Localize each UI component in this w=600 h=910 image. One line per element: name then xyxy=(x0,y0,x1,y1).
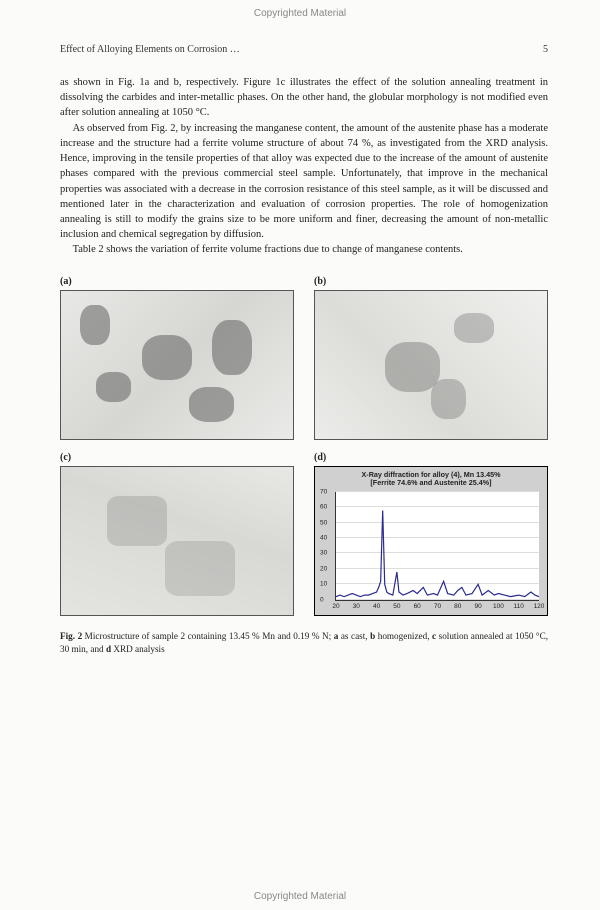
caption-body: Microstructure of sample 2 containing 13… xyxy=(82,631,334,641)
running-header: Effect of Alloying Elements on Corrosion… xyxy=(60,44,548,55)
micrograph-c xyxy=(60,466,294,616)
caption-a-text: as cast, xyxy=(338,631,370,641)
caption-b-text: homogenized, xyxy=(375,631,432,641)
watermark-top: Copyrighted Material xyxy=(0,8,600,19)
figure-2-caption: Fig. 2 Microstructure of sample 2 contai… xyxy=(60,630,548,656)
chart-title-line1: X-Ray diffraction for alloy (4), Mn 13.4… xyxy=(362,470,501,479)
body-text: as shown in Fig. 1a and b, respectively.… xyxy=(60,75,548,258)
figure-2d-label: (d) xyxy=(314,452,548,463)
xrd-chart-plot: 0102030405060702030405060708090100110120 xyxy=(335,492,539,601)
page-number: 5 xyxy=(543,44,548,55)
caption-lead: Fig. 2 xyxy=(60,631,82,641)
figure-2c-label: (c) xyxy=(60,452,294,463)
figure-2a-label: (a) xyxy=(60,276,294,287)
micrograph-a xyxy=(60,290,294,440)
xrd-chart-title: X-Ray diffraction for alloy (4), Mn 13.4… xyxy=(315,467,547,490)
caption-d-text: XRD analysis xyxy=(111,644,165,654)
figure-2b-label: (b) xyxy=(314,276,548,287)
page-content: Effect of Alloying Elements on Corrosion… xyxy=(0,0,600,695)
xrd-chart: X-Ray diffraction for alloy (4), Mn 13.4… xyxy=(314,466,548,616)
watermark-bottom: Copyrighted Material xyxy=(0,891,600,902)
running-title: Effect of Alloying Elements on Corrosion… xyxy=(60,44,240,55)
paragraph-1: as shown in Fig. 1a and b, respectively.… xyxy=(60,75,548,121)
chart-title-line2: [Ferrite 74.6% and Austenite 25.4%] xyxy=(370,478,491,487)
micrograph-b xyxy=(314,290,548,440)
paragraph-3: Table 2 shows the variation of ferrite v… xyxy=(60,242,548,257)
figure-2-grid: (a) (b) (c) (d) xyxy=(60,276,548,616)
figure-2c: (c) xyxy=(60,452,294,616)
figure-2a: (a) xyxy=(60,276,294,440)
figure-2b: (b) xyxy=(314,276,548,440)
paragraph-2: As observed from Fig. 2, by increasing t… xyxy=(60,121,548,243)
figure-2d: (d) X-Ray diffraction for alloy (4), Mn … xyxy=(314,452,548,616)
